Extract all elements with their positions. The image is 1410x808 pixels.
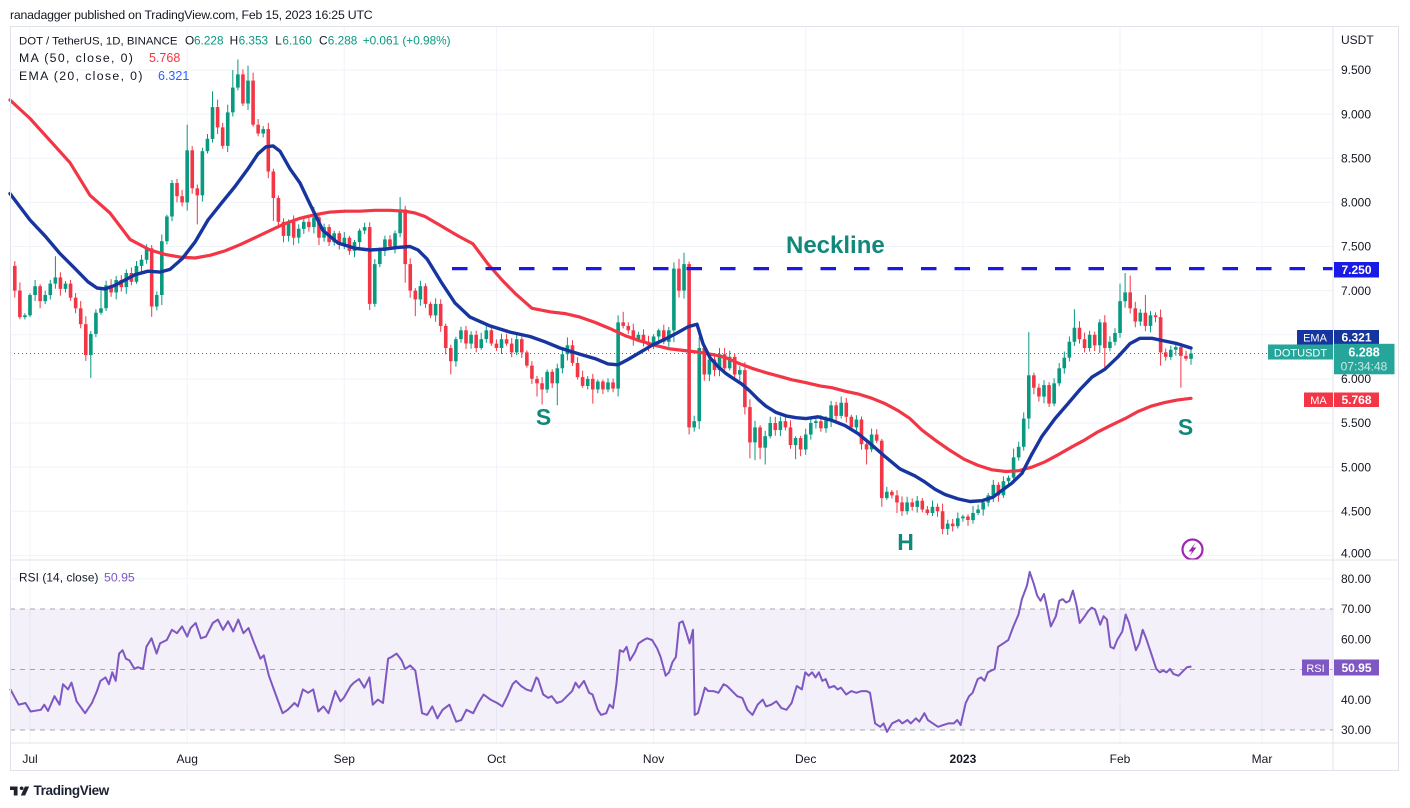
svg-text:6.288: 6.288	[1348, 346, 1379, 360]
svg-text:EMA (20, close, 0): EMA (20, close, 0)	[19, 69, 144, 83]
svg-text:9.500: 9.500	[1341, 63, 1371, 77]
svg-text:07:34:48: 07:34:48	[1341, 360, 1388, 374]
svg-text:H: H	[230, 34, 239, 48]
svg-text:4.500: 4.500	[1341, 505, 1371, 519]
svg-text:6.000: 6.000	[1341, 372, 1371, 386]
svg-text:MA: MA	[1310, 395, 1327, 407]
svg-text:Dec: Dec	[795, 752, 816, 766]
svg-text:50.95: 50.95	[1341, 661, 1371, 675]
svg-text:60.00: 60.00	[1341, 633, 1371, 647]
svg-text:5.768: 5.768	[149, 51, 180, 65]
svg-text:Jul: Jul	[22, 752, 37, 766]
svg-text:S: S	[536, 404, 551, 430]
svg-text:O: O	[185, 34, 194, 48]
svg-text:Aug: Aug	[177, 752, 198, 766]
svg-text:L: L	[275, 34, 282, 48]
svg-text:8.500: 8.500	[1341, 151, 1371, 165]
svg-text:40.00: 40.00	[1341, 693, 1371, 707]
svg-text:5.500: 5.500	[1341, 416, 1371, 430]
svg-text:4.000: 4.000	[1341, 547, 1371, 561]
svg-text:C: C	[319, 34, 328, 48]
svg-text:DOTUSDT: DOTUSDT	[1274, 348, 1327, 360]
svg-text:7.000: 7.000	[1341, 284, 1371, 298]
svg-text:8.000: 8.000	[1341, 196, 1371, 210]
svg-text:70.00: 70.00	[1341, 602, 1371, 616]
svg-text:Nov: Nov	[643, 752, 664, 766]
svg-text:9.000: 9.000	[1341, 107, 1371, 121]
svg-text:MA (50, close, 0): MA (50, close, 0)	[19, 51, 134, 65]
svg-text:+0.061 (+0.98%): +0.061 (+0.98%)	[363, 34, 451, 48]
svg-text:30.00: 30.00	[1341, 723, 1371, 737]
svg-text:RSI (14, close): RSI (14, close)	[19, 571, 99, 585]
svg-text:6.321: 6.321	[1341, 331, 1371, 345]
svg-text:6.160: 6.160	[282, 34, 312, 48]
svg-text:6.353: 6.353	[239, 34, 269, 48]
svg-text:TradingView: TradingView	[34, 783, 110, 798]
svg-text:50.95: 50.95	[104, 571, 135, 585]
svg-text:7.250: 7.250	[1341, 263, 1371, 277]
svg-text:EMA: EMA	[1303, 333, 1328, 345]
svg-text:Neckline: Neckline	[786, 232, 885, 259]
svg-text:Sep: Sep	[334, 752, 356, 766]
svg-text:Feb: Feb	[1110, 752, 1131, 766]
svg-text:DOT / TetherUS, 1D, BINANCE: DOT / TetherUS, 1D, BINANCE	[19, 36, 178, 48]
svg-text:H: H	[897, 529, 914, 555]
svg-text:2023: 2023	[950, 752, 977, 766]
svg-text:RSI: RSI	[1306, 663, 1324, 675]
svg-text:7.500: 7.500	[1341, 240, 1371, 254]
svg-text:6.288: 6.288	[328, 34, 358, 48]
svg-text:6.321: 6.321	[158, 69, 189, 83]
svg-text:5.768: 5.768	[1341, 393, 1371, 407]
svg-text:S: S	[1178, 414, 1193, 440]
svg-text:6.228: 6.228	[194, 34, 224, 48]
svg-text:80.00: 80.00	[1341, 572, 1371, 586]
svg-text:USDT: USDT	[1341, 33, 1374, 47]
svg-text:Oct: Oct	[487, 752, 506, 766]
svg-text:ranadagger published on Tradin: ranadagger published on TradingView.com,…	[10, 8, 373, 22]
svg-text:5.000: 5.000	[1341, 460, 1371, 474]
svg-text:Mar: Mar	[1252, 752, 1273, 766]
